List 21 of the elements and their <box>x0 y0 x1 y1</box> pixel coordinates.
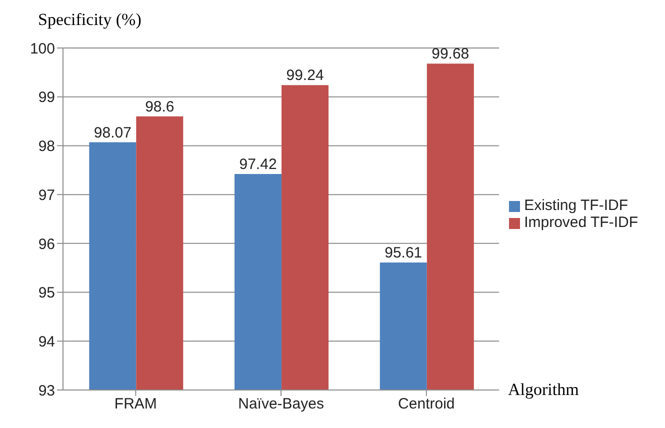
chart-title: Specificity (%) <box>38 10 142 30</box>
y-tick-label: 99 <box>38 89 55 106</box>
data-label: 98.6 <box>145 98 174 116</box>
y-tick-label: 93 <box>38 382 55 400</box>
data-label: 97.42 <box>239 156 277 174</box>
x-tick-label: FRAM <box>114 396 157 413</box>
y-tick-label: 96 <box>38 236 55 253</box>
data-label: 99.24 <box>286 67 324 84</box>
x-tick-label: Naïve-Bayes <box>238 396 324 413</box>
y-tick-label: 95 <box>38 284 55 302</box>
x-axis-title: Algorithm <box>508 380 579 400</box>
data-label: 95.61 <box>384 244 422 262</box>
legend-label: Existing TF-IDF <box>524 197 628 214</box>
legend-label: Improved TF-IDF <box>524 214 638 231</box>
x-tick-label: Centroid <box>398 396 455 413</box>
y-tick-label: 98 <box>38 138 55 156</box>
data-label: 98.07 <box>94 124 132 142</box>
data-label: 99.68 <box>432 46 470 63</box>
y-tick-label: 100 <box>30 40 55 58</box>
y-tick-label: 94 <box>38 333 55 350</box>
y-tick-label: 97 <box>38 186 55 204</box>
